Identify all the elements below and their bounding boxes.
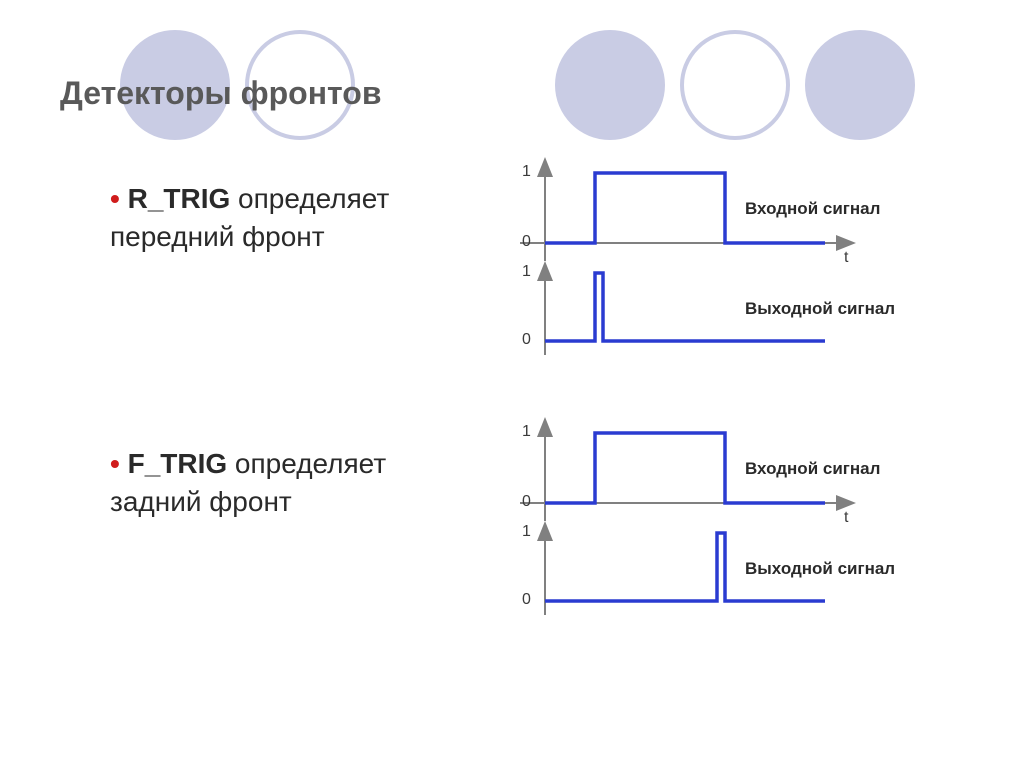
bullet-item: • F_TRIG определяет задний фронт bbox=[110, 445, 470, 521]
bullet-item: • R_TRIG определяет передний фронт bbox=[110, 180, 470, 256]
bullet-name: F_TRIG bbox=[128, 448, 228, 479]
y-tick-zero: 0 bbox=[522, 591, 531, 609]
bullet-name: R_TRIG bbox=[128, 183, 231, 214]
page-title: Детекторы фронтов bbox=[60, 75, 382, 112]
input-signal-label: Входной сигнал bbox=[745, 199, 880, 219]
y-tick-zero: 0 bbox=[522, 233, 531, 251]
bullet-dot: • bbox=[110, 448, 128, 479]
y-tick-zero: 0 bbox=[522, 493, 531, 511]
y-tick-one: 1 bbox=[522, 163, 531, 181]
output-signal-label: Выходной сигнал bbox=[745, 299, 895, 319]
output-signal-label: Выходной сигнал bbox=[745, 559, 895, 579]
y-tick-one: 1 bbox=[522, 423, 531, 441]
decor-circle bbox=[680, 30, 790, 140]
y-tick-zero: 0 bbox=[522, 331, 531, 349]
bullet-dot: • bbox=[110, 183, 128, 214]
y-tick-one: 1 bbox=[522, 263, 531, 281]
input-signal-label: Входной сигнал bbox=[745, 459, 880, 479]
decor-circle bbox=[805, 30, 915, 140]
y-tick-one: 1 bbox=[522, 523, 531, 541]
decor-circle bbox=[555, 30, 665, 140]
